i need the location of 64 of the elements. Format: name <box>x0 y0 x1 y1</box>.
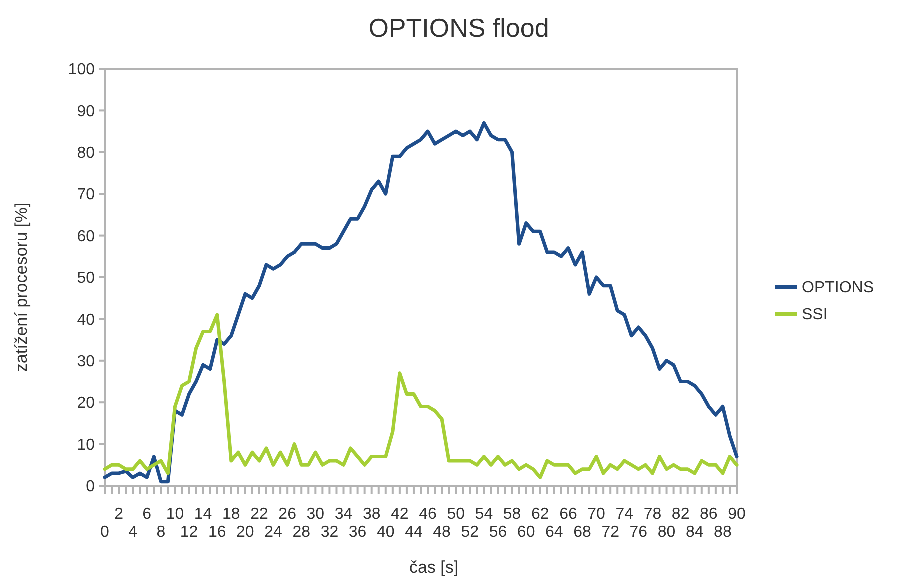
x2-tick-label: 56 <box>489 524 508 541</box>
x-tick-label: 38 <box>362 506 381 523</box>
x-tick-label: 54 <box>475 506 494 523</box>
x2-tick-label: 20 <box>236 524 254 541</box>
x2-tick-label: 68 <box>574 524 592 541</box>
x2-tick-label: 80 <box>658 524 676 541</box>
y-tick-label: 30 <box>77 354 96 370</box>
x2-tick-label: 84 <box>686 524 704 541</box>
x2-tick-label: 52 <box>461 524 480 541</box>
x2-tick-label: 4 <box>128 524 138 541</box>
y-tick-label: 50 <box>77 270 96 288</box>
y-tick-label: 40 <box>77 312 96 329</box>
x-tick-label: 34 <box>334 506 353 523</box>
x-tick-label: 70 <box>588 506 606 523</box>
x-tick-label: 30 <box>306 506 325 523</box>
legend-label: OPTIONS <box>802 280 874 297</box>
x-tick-label: 66 <box>560 506 578 523</box>
x-tick-label: 82 <box>672 506 690 523</box>
y-tick-label: 70 <box>77 186 96 204</box>
line-series <box>103 121 739 484</box>
x-tick-label: 58 <box>503 506 522 523</box>
x-tick-label: 14 <box>194 506 212 523</box>
y-tick-label: 60 <box>77 228 96 246</box>
x2-tick-label: 76 <box>630 524 648 541</box>
y-axis-title: zatížení procesoru [%] <box>12 202 31 372</box>
x2-tick-label: 28 <box>292 524 311 541</box>
x2-tick-label: 64 <box>546 524 564 541</box>
y-tick-label: 0 <box>86 478 96 496</box>
x2-tick-label: 16 <box>208 524 226 541</box>
x2-tick-label: 8 <box>156 524 166 541</box>
x-tick-label: 2 <box>114 506 124 523</box>
line-series <box>103 313 739 480</box>
x-tick-label: 6 <box>142 506 152 523</box>
x2-tick-label: 40 <box>376 524 395 541</box>
x-tick-label: 90 <box>728 506 746 523</box>
x2-tick-label: 24 <box>264 524 283 541</box>
x2-tick-label: 72 <box>602 524 620 541</box>
x-tick-label: 78 <box>644 506 662 523</box>
x2-tick-label: 0 <box>100 524 110 541</box>
x-tick-label: 26 <box>278 506 297 523</box>
x-tick-label: 62 <box>531 506 550 523</box>
y-tick-label: 100 <box>68 62 96 79</box>
x-tick-label: 74 <box>616 506 634 523</box>
y-tick-label: 80 <box>77 145 96 162</box>
x2-tick-label: 36 <box>348 524 367 541</box>
legend-label: SSI <box>802 306 828 324</box>
y-tick-label: 20 <box>77 395 96 412</box>
x-tick-label: 46 <box>419 506 438 523</box>
x2-tick-label: 60 <box>517 524 536 541</box>
x-tick-label: 42 <box>391 506 409 523</box>
x-tick-label: 86 <box>700 506 718 523</box>
x2-tick-label: 88 <box>714 524 732 541</box>
y-tick-label: 10 <box>77 436 96 454</box>
x2-tick-label: 48 <box>433 524 452 541</box>
x-tick-label: 10 <box>166 506 184 523</box>
x-tick-label: 50 <box>447 506 466 523</box>
x2-tick-label: 32 <box>320 524 339 541</box>
x-axis-title: čas [s] <box>409 558 459 577</box>
x2-tick-label: 12 <box>180 524 198 541</box>
x-tick-label: 18 <box>222 506 240 523</box>
x2-tick-label: 44 <box>405 524 423 541</box>
y-tick-label: 90 <box>77 103 96 120</box>
x-tick-label: 22 <box>250 506 268 523</box>
chart-title: OPTIONS flood <box>368 13 550 43</box>
